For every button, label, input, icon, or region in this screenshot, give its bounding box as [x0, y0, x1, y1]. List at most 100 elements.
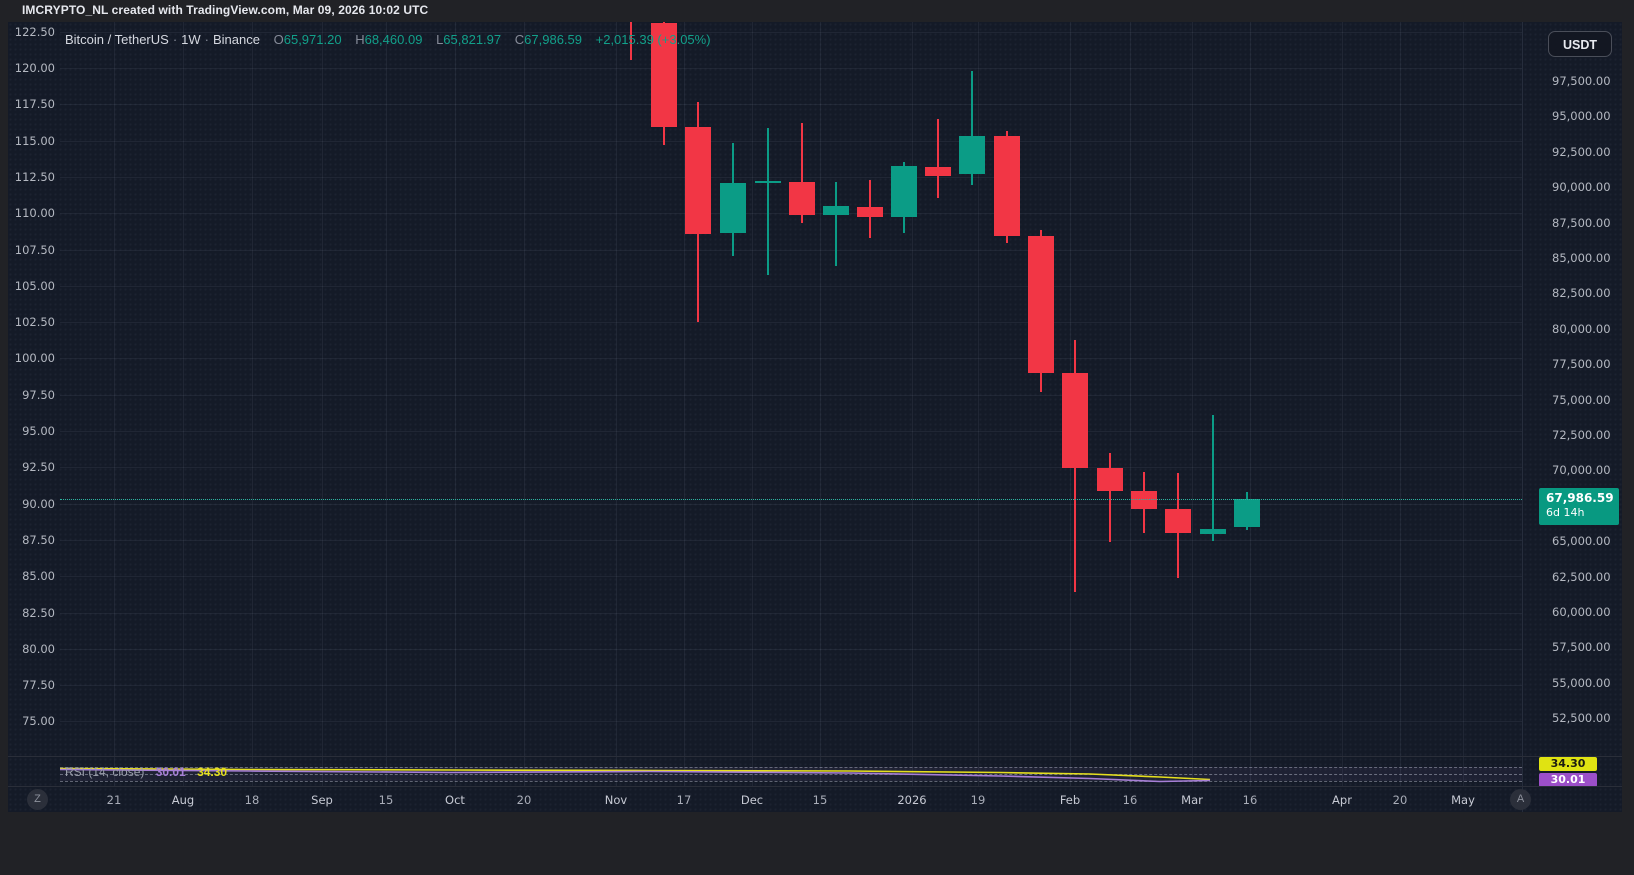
- vertical-gridline: [524, 22, 525, 786]
- exchange[interactable]: Binance: [213, 32, 260, 47]
- candle-body: [1028, 236, 1054, 373]
- vertical-gridline: [1250, 22, 1251, 786]
- candle-wick: [630, 22, 632, 60]
- left-axis-label: 115.00: [14, 133, 55, 148]
- timezone-button[interactable]: Z: [27, 789, 48, 810]
- candle-body: [1200, 529, 1226, 534]
- vertical-gridline: [1342, 22, 1343, 786]
- time-axis-label: 17: [676, 793, 692, 807]
- right-axis-label: 92,500.00: [1552, 144, 1611, 159]
- vertical-gridline: [1400, 22, 1401, 786]
- candle-body: [857, 207, 883, 217]
- open-value: 65,971.20: [283, 32, 342, 47]
- horizontal-gridline: [60, 249, 1522, 251]
- left-axis-label: 77.50: [22, 678, 55, 693]
- symbol-legend[interactable]: Bitcoin / TetherUS · 1W · Binance O65,971.20…: [65, 32, 711, 47]
- right-axis-label: 72,500.00: [1552, 428, 1611, 442]
- time-axis-label: May: [1451, 793, 1475, 807]
- time-axis-label: 16: [1242, 793, 1258, 807]
- time-axis-label: 16: [1122, 793, 1138, 807]
- candle-body: [959, 135, 985, 175]
- time-axis-label: Aug: [171, 793, 195, 807]
- candle-wick: [937, 119, 939, 199]
- vertical-gridline: [912, 22, 913, 786]
- rsi-value: 30.01: [155, 765, 186, 779]
- candle-wick: [971, 71, 973, 186]
- left-axis-label: 117.50: [14, 97, 55, 112]
- left-axis-label: 112.50: [14, 169, 55, 184]
- time-axis-label: 15: [378, 793, 394, 807]
- horizontal-gridline: [60, 68, 1522, 69]
- rsi-axis-tag: 30.01: [1539, 773, 1597, 787]
- right-axis-label: 55,000.00: [1552, 675, 1611, 690]
- right-axis-label: 97,500.00: [1552, 74, 1611, 88]
- change-value: +2,015.39 (+3.05%): [595, 32, 711, 47]
- right-axis-label: 85,000.00: [1552, 251, 1611, 265]
- time-axis-label: 18: [244, 793, 260, 807]
- vertical-gridline: [252, 22, 253, 786]
- rsi-band-level: [60, 774, 1522, 775]
- candle-body: [1062, 372, 1088, 468]
- chart-area[interactable]: 122.50 120.00 117.50 115.00 112.50 110.00 107.…: [8, 22, 1622, 812]
- candle-body: [720, 182, 746, 234]
- candle-body: [789, 182, 815, 215]
- rsi-indicator-legend[interactable]: RSI (14, close) 30.01 34.30: [65, 765, 227, 779]
- rsi-title[interactable]: RSI (14, close): [65, 765, 145, 779]
- currency-toggle-button[interactable]: USDT: [1548, 31, 1612, 57]
- left-axis-label: 80.00: [22, 641, 55, 656]
- left-axis-label: 107.50: [14, 242, 55, 257]
- time-axis-label: Feb: [1059, 793, 1081, 807]
- open-label: O: [273, 32, 284, 47]
- rsi-band-level: [60, 767, 1522, 768]
- interval[interactable]: 1W: [181, 32, 201, 47]
- horizontal-gridline: [60, 140, 1522, 142]
- pane-separator[interactable]: [8, 756, 1622, 757]
- high-label: H: [355, 32, 365, 47]
- vertical-gridline: [386, 22, 387, 786]
- right-axis-label: 95,000.00: [1552, 109, 1611, 124]
- horizontal-gridline: [60, 539, 1522, 541]
- left-axis-label: 92.50: [22, 460, 55, 475]
- horizontal-gridline: [60, 431, 1522, 432]
- symbol-name[interactable]: Bitcoin / TetherUS: [65, 32, 169, 47]
- horizontal-gridline: [60, 322, 1522, 324]
- auto-scale-button[interactable]: A: [1510, 789, 1531, 810]
- vertical-gridline: [752, 22, 753, 786]
- left-axis-label: 105.00: [14, 278, 55, 293]
- time-axis[interactable]: 21 Aug 18 Sep 15 Oct 20 Nov 17 Dec 15 2026 19 Feb 16 Ma…: [8, 786, 1622, 812]
- vertical-gridline: [978, 22, 979, 786]
- left-axis-label: 122.50: [14, 24, 55, 39]
- time-axis-label: Sep: [311, 793, 333, 807]
- right-axis-label: 60,000.00: [1552, 605, 1611, 619]
- vertical-gridline: [183, 22, 184, 786]
- candle-body: [925, 166, 951, 176]
- time-axis-label: Oct: [445, 793, 465, 807]
- right-axis-border: [1522, 22, 1523, 812]
- time-axis-label: 15: [812, 793, 828, 807]
- horizontal-gridline: [60, 503, 1522, 505]
- candle-body: [823, 205, 849, 215]
- candle-body: [1165, 508, 1191, 533]
- vertical-gridline: [684, 22, 685, 786]
- snapshot-title-bar: IMCRYPTO_NL created with TradingView.com…: [0, 0, 1634, 22]
- time-axis-label: 20: [516, 793, 532, 807]
- horizontal-gridline: [60, 685, 1522, 687]
- left-axis-label: 110.00: [14, 206, 55, 221]
- snapshot-title: IMCRYPTO_NL created with TradingView.com…: [22, 3, 429, 17]
- left-axis-label: 87.50: [22, 532, 55, 547]
- vertical-gridline: [820, 22, 821, 786]
- vertical-gridline: [455, 22, 456, 786]
- candle-body: [1234, 498, 1260, 528]
- last-price-tag: 67,986.59 6d 14h: [1539, 487, 1619, 525]
- left-axis-label: 120.00: [14, 61, 55, 75]
- time-axis-label: 21: [106, 793, 122, 807]
- left-axis-label: 95.00: [22, 424, 55, 438]
- last-price-value: 67,986.59: [1546, 490, 1614, 505]
- right-axis-label: 80,000.00: [1552, 321, 1611, 336]
- candle-body: [651, 22, 677, 127]
- close-value: 67,986.59: [524, 32, 582, 47]
- time-axis-label: Apr: [1332, 793, 1352, 807]
- vertical-gridline: [1130, 22, 1131, 786]
- horizontal-gridline: [60, 31, 1522, 33]
- horizontal-gridline: [60, 467, 1522, 469]
